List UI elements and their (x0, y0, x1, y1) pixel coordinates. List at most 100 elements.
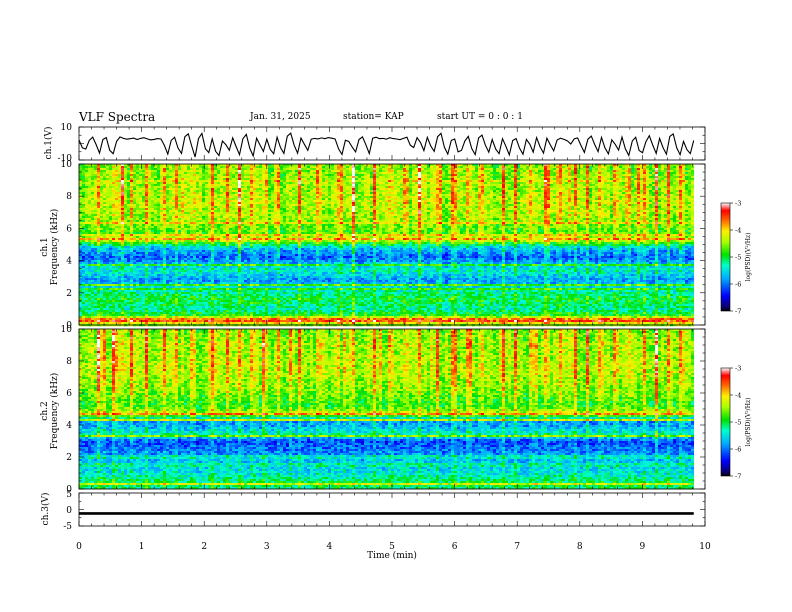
spectrogram-cell (478, 182, 481, 184)
spectrogram-cell (406, 182, 409, 184)
spectrogram-cell (604, 174, 607, 176)
spectrogram-cell (685, 172, 688, 174)
spectrogram-cell (130, 182, 133, 184)
spectrogram-cell (292, 170, 295, 172)
spectrogram-cell (646, 174, 649, 176)
spectrogram-cell (628, 174, 631, 176)
spectrogram-cell (286, 192, 289, 194)
spectrogram-cell (361, 168, 364, 170)
spectrogram-cell (541, 186, 544, 188)
spectrogram-cell (526, 190, 529, 192)
spectrogram-cell (193, 182, 196, 184)
spectrogram-cell (484, 174, 487, 176)
spectrogram-cell (565, 170, 568, 172)
spectrogram-cell (571, 192, 574, 194)
spectrogram-cell (172, 178, 175, 180)
spectrogram-cell (370, 182, 373, 184)
spectrogram-cell (616, 190, 619, 192)
spectrogram-cell (88, 184, 91, 186)
spectrogram-cell (550, 174, 553, 176)
spectrogram-cell (484, 186, 487, 188)
spectrogram-cell (94, 174, 97, 176)
spectrogram-cell (313, 186, 316, 188)
spectrogram-cell (319, 184, 322, 186)
spectrogram-cell (421, 186, 424, 188)
spectrogram-cell (445, 168, 448, 170)
spectrogram-cell (514, 180, 517, 182)
spectrogram-cell (91, 192, 94, 194)
spectrogram-cell (331, 194, 334, 196)
spectrogram-cell (106, 174, 109, 176)
spectrogram-cell (490, 192, 493, 194)
spectrogram-cell (346, 182, 349, 184)
spectrogram-cell (646, 170, 649, 172)
spectrogram-cell (88, 178, 91, 180)
spectrogram-cell (421, 194, 424, 196)
spectrogram-cell (505, 166, 508, 168)
spectrogram-cell (445, 190, 448, 192)
spectrogram-cell (310, 170, 313, 172)
spectrogram-cell (655, 172, 658, 174)
spectrogram-cell (157, 188, 160, 190)
spectrogram-cell (85, 170, 88, 172)
spectrogram-cell (409, 180, 412, 182)
spectrogram-cell (592, 168, 595, 170)
spectrogram-cell (664, 190, 667, 192)
spectrogram-cell (283, 166, 286, 168)
spectrogram-cell (250, 170, 253, 172)
spectrogram-cell (253, 168, 256, 170)
spectrogram-cell (607, 174, 610, 176)
spectrogram-cell (172, 188, 175, 190)
spectrogram-cell (646, 180, 649, 182)
spectrogram-cell (409, 174, 412, 176)
spectrogram-cell (223, 166, 226, 168)
spectrogram-cell (283, 190, 286, 192)
spectrogram-cell (643, 178, 646, 180)
spectrogram-cell (331, 190, 334, 192)
spectrogram-cell (517, 184, 520, 186)
spectrogram-cell (430, 184, 433, 186)
spectrogram-cell (457, 186, 460, 188)
spectrogram-cell (121, 176, 124, 178)
spectrogram-cell (517, 190, 520, 192)
spectrogram-cell (559, 192, 562, 194)
spectrogram-cell (211, 170, 214, 172)
spectrogram-cell (667, 176, 670, 178)
spectrogram-cell (163, 170, 166, 172)
spectrogram-cell (598, 166, 601, 168)
spectrogram-cell (289, 186, 292, 188)
spectrogram-cell (196, 192, 199, 194)
spectrogram-cell (127, 178, 130, 180)
spectrogram-cell (100, 182, 103, 184)
spectrogram-cell (118, 176, 121, 178)
spectrogram-cell (400, 168, 403, 170)
spectrogram-cell (664, 180, 667, 182)
spectrogram-cell (538, 186, 541, 188)
spectrogram-cell (334, 166, 337, 168)
spectrogram-cell (166, 176, 169, 178)
spectrogram-cell (610, 168, 613, 170)
spectrogram-cell (574, 188, 577, 190)
spectrogram-cell (685, 186, 688, 188)
spectrogram-cell (274, 188, 277, 190)
spectrogram-cell (613, 170, 616, 172)
spectrogram-cell (106, 168, 109, 170)
spectrogram-cell (520, 166, 523, 168)
spectrogram-cell (232, 192, 235, 194)
spectrogram-cell (166, 172, 169, 174)
spectrogram-cell (205, 168, 208, 170)
spectrogram-cell (388, 186, 391, 188)
spectrogram-cell (337, 168, 340, 170)
spectrogram-cell (559, 172, 562, 174)
spectrogram-cell (691, 172, 694, 174)
spectrogram-cell (367, 168, 370, 170)
spectrogram-cell (355, 178, 358, 180)
spectrogram-cell (184, 166, 187, 168)
spectrogram-cell (364, 184, 367, 186)
spectrogram-cell (613, 182, 616, 184)
spectrogram-cell (679, 180, 682, 182)
spectrogram-cell (391, 176, 394, 178)
spectrogram-cell (646, 182, 649, 184)
spectrogram-cell (628, 170, 631, 172)
spectrogram-cell (664, 168, 667, 170)
